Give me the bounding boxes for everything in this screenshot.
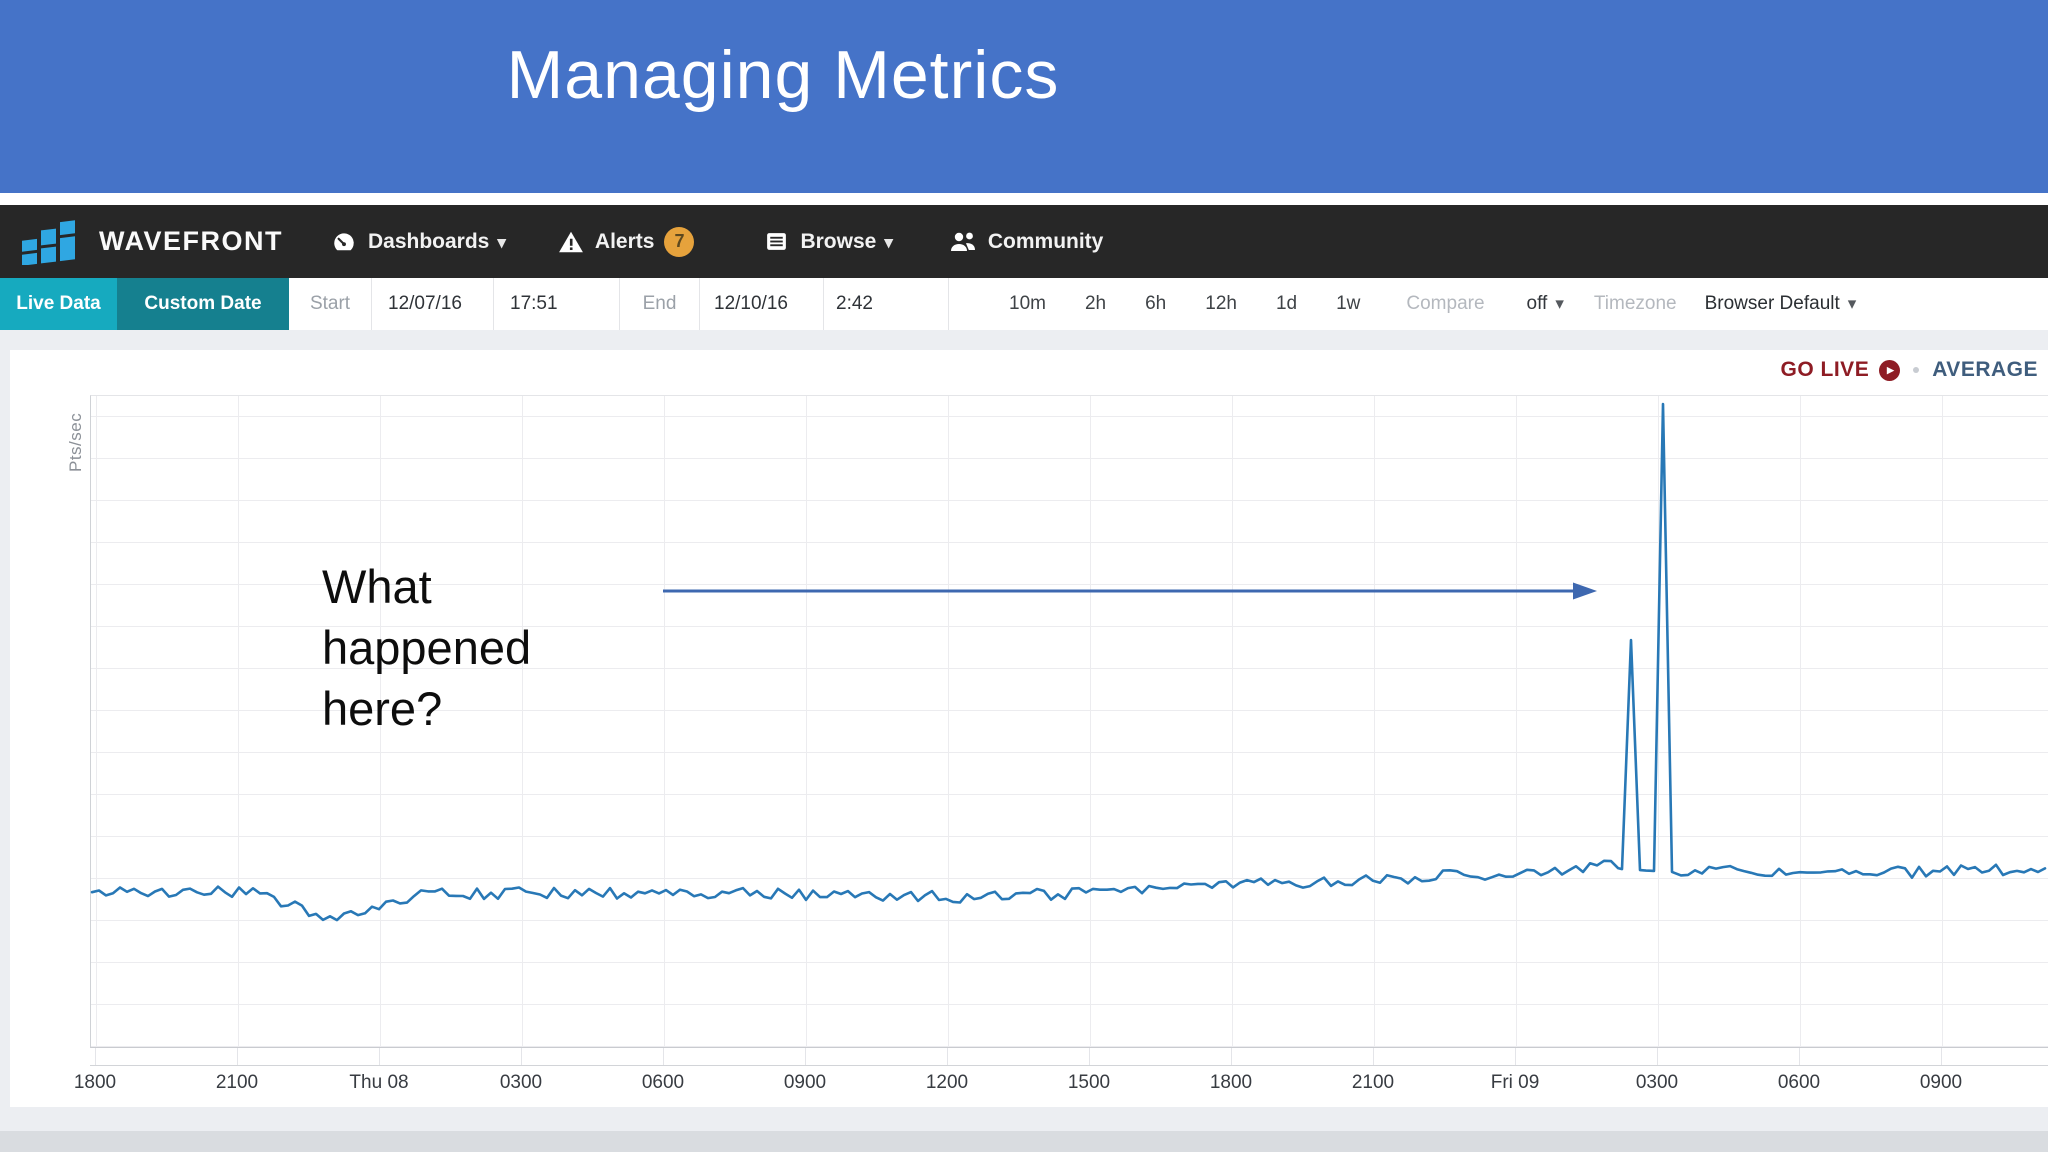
end-time-field[interactable]: 2:42 — [824, 278, 949, 330]
end-label: End — [620, 278, 700, 330]
chart-legend: GO LIVE AVERAGE — [1781, 358, 2038, 382]
x-axis-tick-label: 0600 — [641, 1072, 685, 1093]
x-axis-tick-label: 0900 — [783, 1072, 827, 1093]
go-live-button[interactable]: GO LIVE — [1781, 358, 1901, 382]
list-icon — [764, 229, 789, 254]
x-axis-band — [90, 1048, 2048, 1066]
custom-date-button[interactable]: Custom Date — [117, 278, 289, 330]
annotation-text: What happened here? — [322, 560, 532, 735]
nav-item-label: Community — [987, 229, 1104, 253]
compare-dropdown[interactable]: off — [1527, 278, 1564, 330]
bottom-strip — [0, 1131, 2048, 1152]
timezone-value: Browser Default — [1704, 293, 1840, 314]
nav-item-alerts[interactable]: Alerts 7 — [558, 226, 695, 257]
nav-item-label: Alerts — [594, 229, 655, 253]
compare-value: off — [1526, 293, 1548, 314]
average-legend-button[interactable]: AVERAGE — [1932, 358, 2038, 381]
x-axis-tick-label: 1500 — [1067, 1072, 1111, 1093]
timezone-label: Timezone — [1593, 293, 1677, 314]
y-axis-label: Pts/sec — [66, 412, 85, 472]
x-axis-tick-label: Fri 09 — [1490, 1072, 1540, 1093]
range-6h-button[interactable]: 6h — [1145, 293, 1167, 314]
nav-item-label: Browse — [800, 229, 877, 253]
chevron-down-icon — [1547, 293, 1564, 315]
page-title: Managing Metrics — [506, 37, 1060, 113]
start-date-field[interactable]: 12/07/16 — [372, 278, 494, 330]
gauge-icon — [331, 229, 357, 255]
range-2h-button[interactable]: 2h — [1084, 293, 1107, 314]
time-toolbar: Live Data Custom Date Start 12/07/16 17:… — [0, 278, 2048, 332]
x-axis-tick-label: 0900 — [1919, 1072, 1963, 1093]
x-axis-tick-label: 0300 — [1635, 1072, 1679, 1093]
chevron-down-icon — [489, 230, 506, 254]
x-axis-tick-label: 2100 — [215, 1072, 259, 1093]
brand-name: WAVEFRONT — [99, 226, 283, 256]
range-12h-button[interactable]: 12h — [1205, 293, 1237, 314]
warning-triangle-icon — [558, 229, 584, 255]
x-axis-tick-label: 1800 — [1209, 1072, 1253, 1093]
timezone-dropdown[interactable]: Browser Default — [1705, 278, 1857, 330]
nav-item-dashboards[interactable]: Dashboards — [331, 229, 506, 255]
x-axis-tick-label: 0600 — [1777, 1072, 1821, 1093]
chevron-down-icon — [876, 230, 893, 254]
x-axis-tick-label: 2100 — [1351, 1072, 1395, 1093]
x-axis-tick-label: 0300 — [499, 1072, 543, 1093]
end-date-field[interactable]: 12/10/16 — [700, 278, 824, 330]
live-data-button[interactable]: Live Data — [0, 278, 117, 330]
wavefront-brand[interactable]: WAVEFRONT — [20, 219, 283, 265]
alerts-count-badge[interactable]: 7 — [664, 226, 695, 257]
chevron-down-icon — [1840, 293, 1857, 315]
nav-item-browse[interactable]: Browse — [764, 229, 892, 254]
wavefront-logo-icon — [20, 219, 86, 265]
range-1d-button[interactable]: 1d — [1275, 293, 1298, 314]
start-label: Start — [289, 278, 372, 330]
start-time-field[interactable]: 17:51 — [494, 278, 620, 330]
play-icon — [1879, 359, 1901, 381]
nav-item-community[interactable]: Community — [949, 229, 1104, 255]
x-axis-tick-label: 1800 — [73, 1072, 117, 1093]
x-axis-tick-row: 1800 2100 Thu 08 0300 0600 0900 1200 1500 1800 21… — [0, 1072, 2048, 1100]
top-navbar: WAVEFRONT Dashboards Alerts 7 — [0, 205, 2048, 278]
go-live-label: GO LIVE — [1780, 358, 1870, 381]
legend-separator-dot — [1913, 367, 1920, 373]
compare-label: Compare — [1406, 293, 1485, 314]
x-axis-tick-label: 1200 — [925, 1072, 969, 1093]
quick-range-group: 10m 2h 6h 12h 1d 1w — [1009, 278, 1360, 330]
range-10m-button[interactable]: 10m — [1009, 293, 1046, 314]
people-icon — [949, 229, 977, 255]
x-axis-tick-label: Thu 08 — [349, 1072, 409, 1093]
slide-title-banner: Managing Metrics — [0, 0, 2048, 193]
nav-item-label: Dashboards — [368, 229, 490, 253]
range-1w-button[interactable]: 1w — [1336, 293, 1361, 314]
